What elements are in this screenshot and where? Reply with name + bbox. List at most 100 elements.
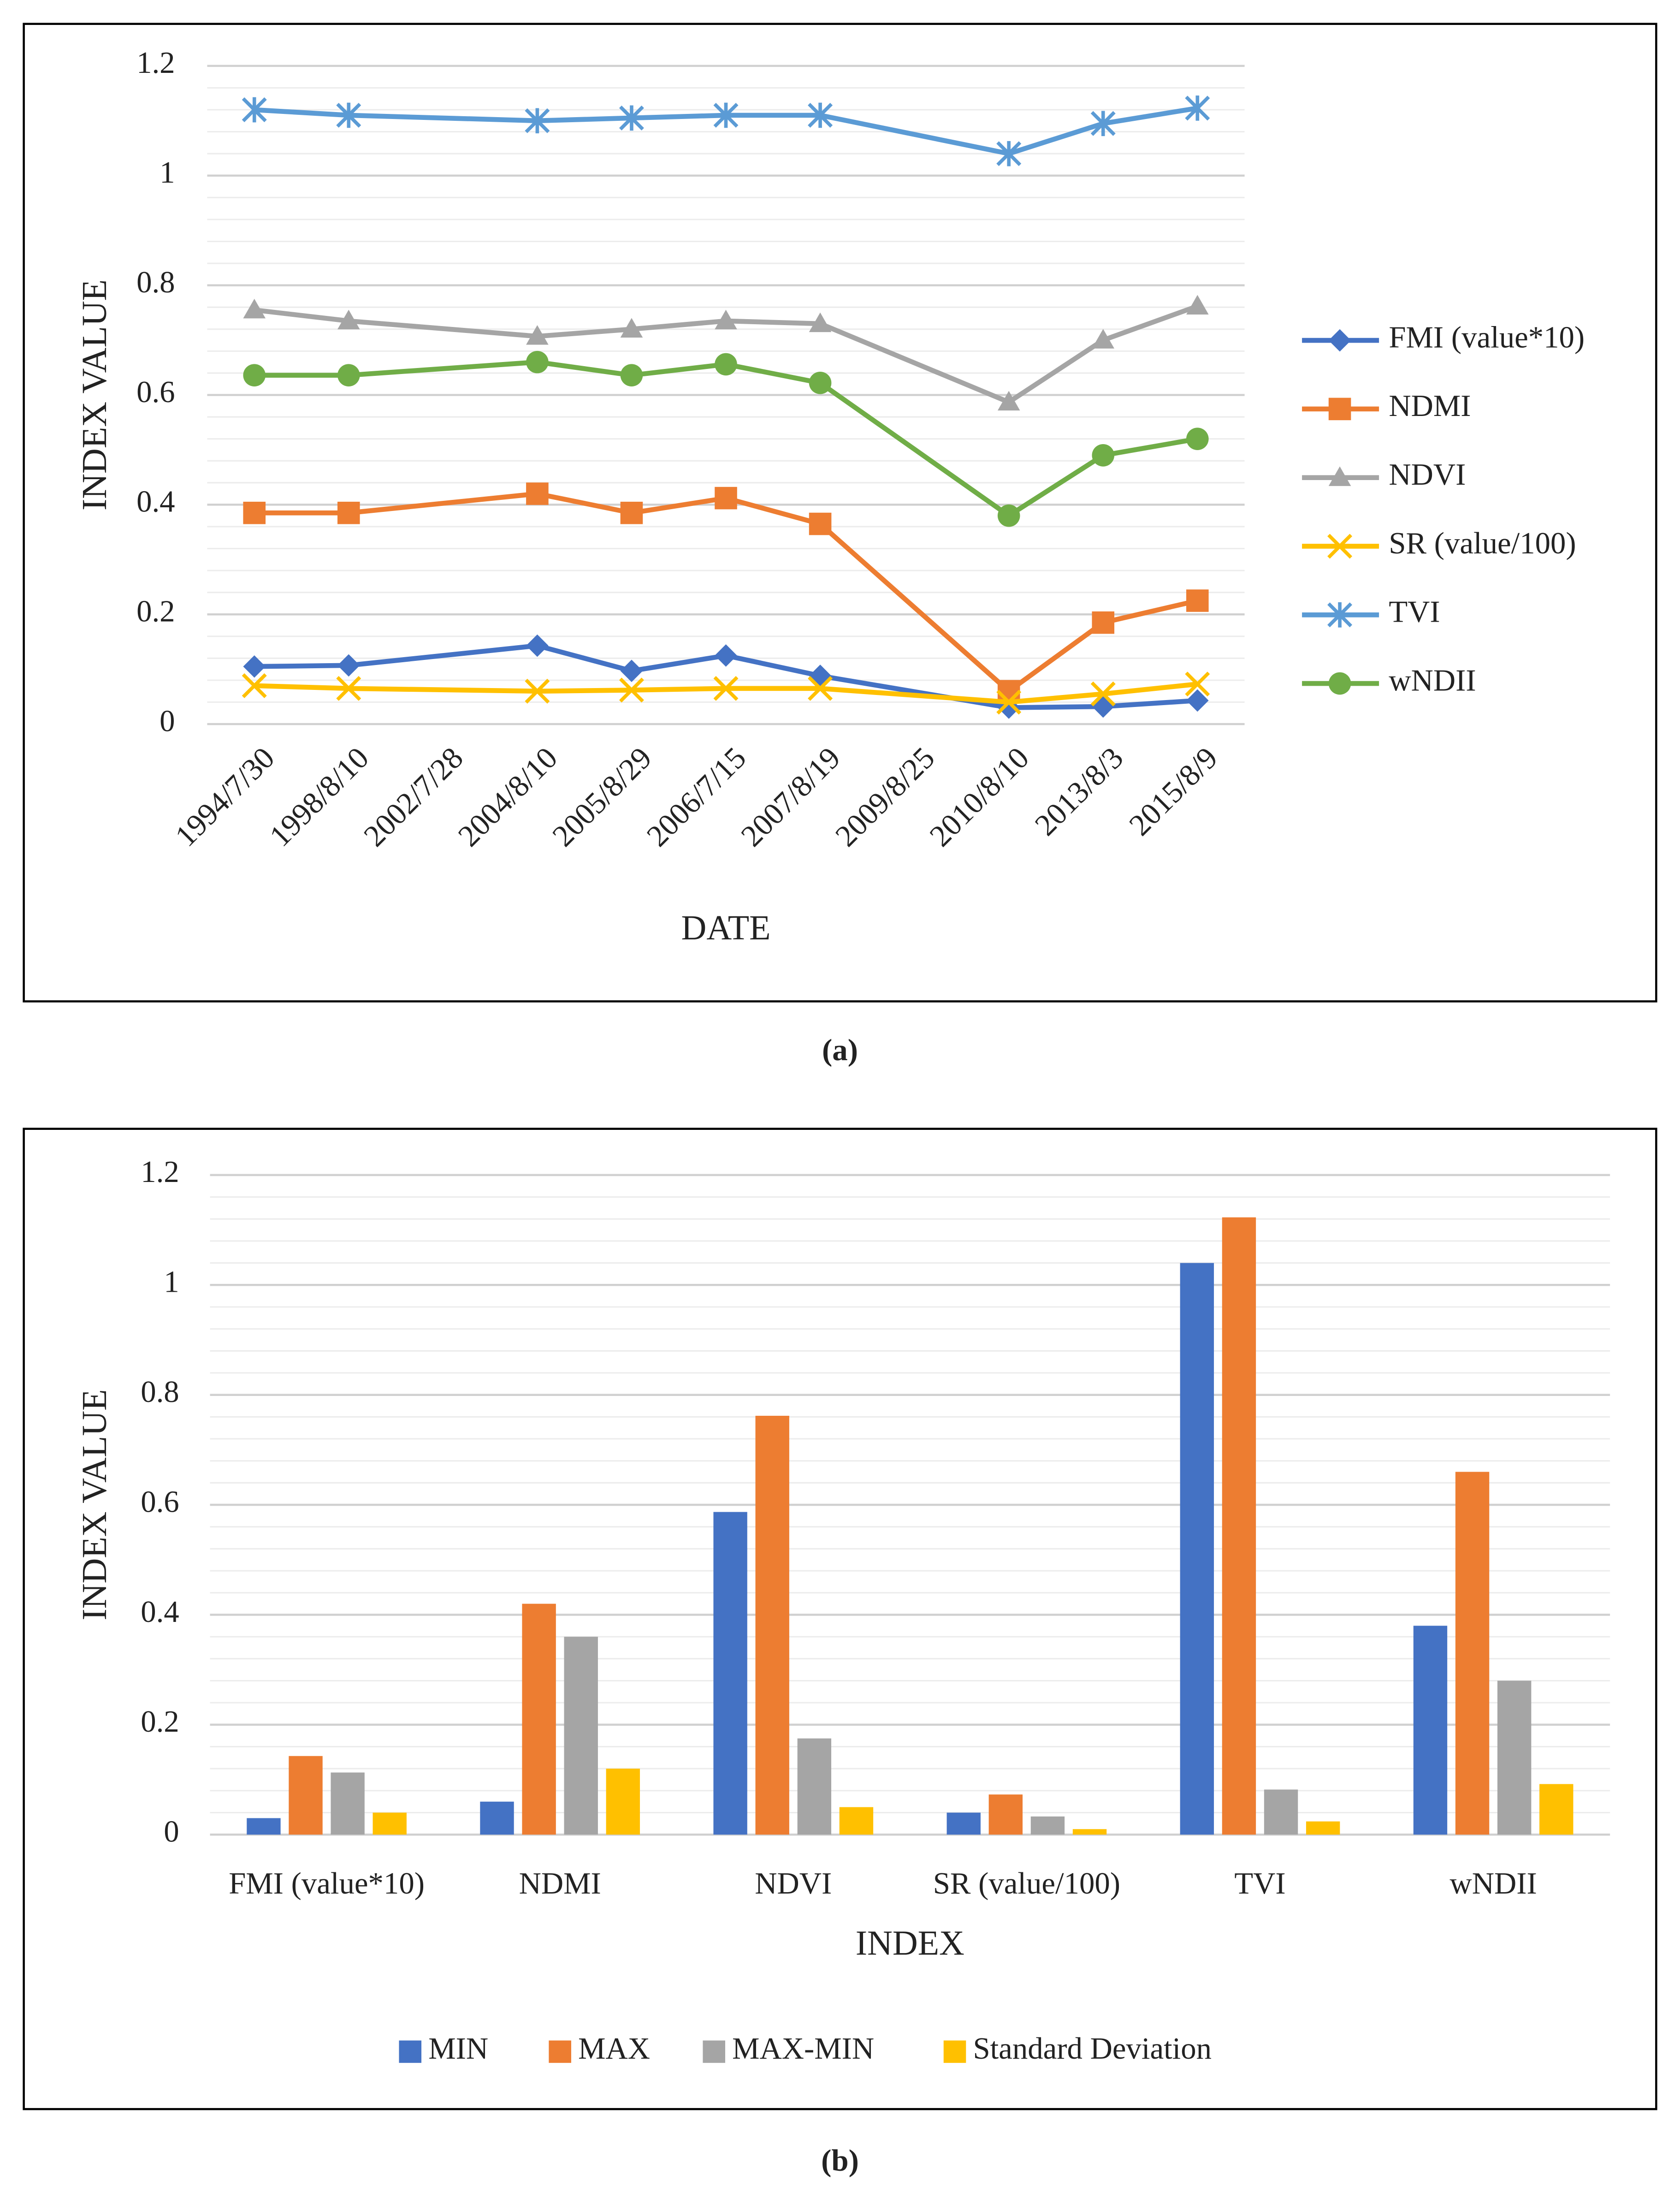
caption: (a) bbox=[822, 1033, 858, 1067]
bar bbox=[1264, 1789, 1298, 1835]
legend-label: Standard Deviation bbox=[973, 2031, 1212, 2066]
marker bbox=[525, 108, 550, 134]
y-tick-label: 0.6 bbox=[136, 375, 175, 409]
marker bbox=[1327, 602, 1353, 628]
caption: (b) bbox=[821, 2144, 859, 2178]
bar bbox=[1539, 1784, 1574, 1835]
marker bbox=[1092, 611, 1115, 634]
bar bbox=[564, 1637, 598, 1835]
marker bbox=[713, 676, 739, 701]
y-tick-label: 1 bbox=[164, 1265, 179, 1299]
marker bbox=[1328, 398, 1351, 421]
marker bbox=[620, 318, 643, 338]
x-tick-label: 2010/8/10 bbox=[923, 741, 1035, 853]
x-tick-label: 2009/8/25 bbox=[829, 741, 941, 853]
bar bbox=[1072, 1829, 1107, 1835]
x-tick-label: TVI bbox=[1234, 1866, 1285, 1900]
marker bbox=[713, 102, 739, 128]
legend-label: NDVI bbox=[1389, 457, 1466, 492]
panel-frame bbox=[23, 23, 1657, 1003]
x-tick-label: 2007/8/19 bbox=[734, 741, 847, 853]
marker bbox=[337, 654, 360, 677]
x-tick-label: 2004/8/10 bbox=[451, 741, 564, 853]
x-axis-title: INDEX bbox=[856, 1924, 964, 1963]
bar bbox=[1306, 1821, 1340, 1835]
marker bbox=[243, 298, 266, 319]
x-tick-label: 1998/8/10 bbox=[263, 741, 375, 853]
marker bbox=[1328, 466, 1351, 486]
marker bbox=[715, 353, 737, 376]
marker bbox=[525, 678, 550, 704]
bar bbox=[946, 1812, 981, 1835]
y-tick-label: 1.2 bbox=[141, 1155, 179, 1189]
legend-swatch bbox=[549, 2040, 571, 2063]
bar bbox=[1413, 1626, 1448, 1835]
marker bbox=[526, 634, 549, 657]
y-tick-label: 0.2 bbox=[141, 1704, 179, 1739]
marker bbox=[526, 482, 549, 505]
x-tick-label: 2015/8/9 bbox=[1123, 741, 1224, 842]
marker bbox=[1328, 329, 1351, 352]
y-axis-title: INDEX VALUE bbox=[75, 1389, 114, 1621]
y-tick-label: 0.8 bbox=[136, 265, 175, 299]
marker bbox=[337, 309, 360, 330]
x-tick-label: 2005/8/29 bbox=[546, 741, 658, 853]
legend-label: MIN bbox=[428, 2031, 488, 2066]
x-tick-label: 2006/7/15 bbox=[640, 741, 753, 853]
marker bbox=[809, 312, 832, 333]
panel-frame bbox=[23, 1128, 1657, 2110]
marker bbox=[996, 689, 1022, 715]
x-axis-title: DATE bbox=[681, 909, 771, 947]
bar bbox=[1455, 1472, 1490, 1835]
legend-label: MAX-MIN bbox=[732, 2031, 874, 2066]
marker bbox=[997, 680, 1020, 703]
bar bbox=[797, 1738, 832, 1835]
marker bbox=[715, 644, 737, 667]
marker bbox=[242, 673, 267, 698]
marker bbox=[620, 364, 643, 386]
marker bbox=[336, 102, 361, 128]
y-tick-label: 1 bbox=[160, 155, 175, 190]
marker bbox=[243, 501, 266, 524]
marker bbox=[242, 97, 267, 123]
marker bbox=[243, 655, 266, 678]
bar bbox=[1497, 1680, 1532, 1835]
marker bbox=[1092, 695, 1115, 718]
marker bbox=[808, 676, 833, 701]
marker bbox=[1092, 444, 1115, 467]
marker bbox=[809, 512, 832, 535]
legend-label: SR (value/100) bbox=[1389, 526, 1576, 560]
bar bbox=[331, 1772, 365, 1835]
bar bbox=[1180, 1263, 1214, 1835]
bar bbox=[988, 1794, 1023, 1835]
y-tick-label: 0 bbox=[160, 704, 175, 738]
y-tick-label: 0.6 bbox=[141, 1485, 179, 1519]
marker bbox=[620, 501, 643, 524]
marker bbox=[809, 372, 832, 394]
bar bbox=[606, 1769, 640, 1835]
bar bbox=[755, 1415, 789, 1835]
x-tick-label: 2013/8/3 bbox=[1028, 741, 1130, 842]
marker bbox=[1186, 689, 1209, 712]
marker bbox=[809, 665, 832, 687]
marker bbox=[1092, 329, 1115, 349]
marker bbox=[1090, 681, 1116, 707]
x-tick-label: SR (value/100) bbox=[933, 1866, 1120, 1900]
marker bbox=[1185, 671, 1210, 697]
legend-swatch bbox=[943, 2040, 966, 2063]
marker bbox=[1185, 95, 1210, 121]
marker bbox=[526, 325, 549, 345]
marker bbox=[997, 391, 1020, 411]
x-tick-label: NDMI bbox=[519, 1866, 601, 1900]
legend-label: TVI bbox=[1389, 595, 1440, 629]
marker bbox=[808, 102, 833, 128]
legend-swatch bbox=[703, 2040, 725, 2063]
bar bbox=[1030, 1816, 1065, 1835]
x-tick-label: 1994/7/30 bbox=[169, 741, 281, 853]
bar bbox=[1222, 1217, 1256, 1835]
marker bbox=[337, 364, 360, 386]
legend-label: MAX bbox=[578, 2031, 650, 2066]
legend-label: wNDII bbox=[1389, 663, 1476, 697]
marker bbox=[715, 487, 737, 510]
